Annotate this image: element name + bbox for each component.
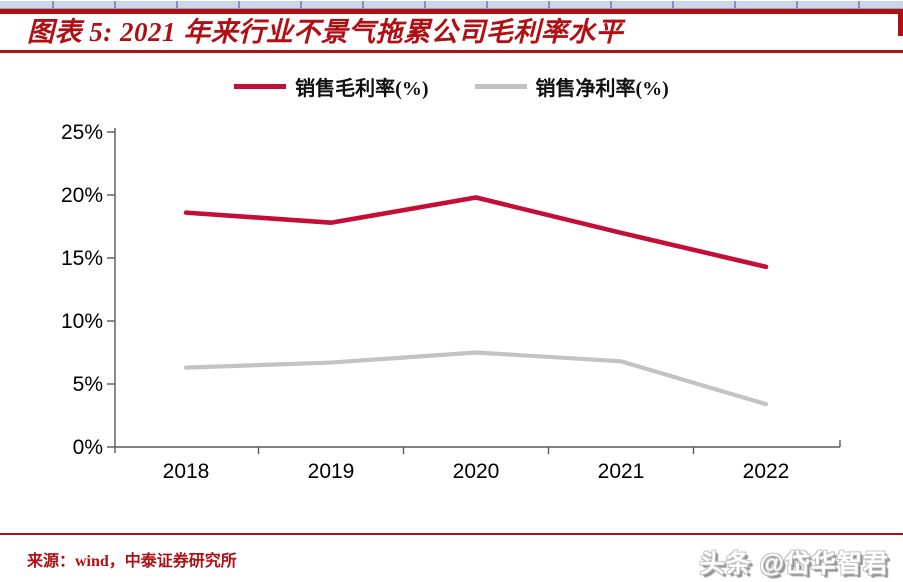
legend-label-net-margin: 销售净利率(%) — [535, 77, 669, 100]
source-note: 来源：wind，中泰证券研究所 — [27, 553, 237, 570]
x-tick-label: 2018 — [163, 460, 210, 483]
legend-item-net-margin: 销售净利率(%) — [474, 72, 669, 101]
x-tick-label: 2019 — [308, 460, 355, 483]
y-tick-label: 0% — [73, 436, 103, 459]
cropped-table-row-strip — [0, 1, 903, 9]
x-tick-label: 2021 — [598, 460, 645, 483]
y-tick-label: 20% — [61, 184, 103, 207]
legend-item-gross-margin: 销售毛利率(%) — [234, 72, 429, 101]
series-line-net-margin — [183, 350, 769, 407]
title-top-rule — [0, 9, 903, 14]
x-tick-label: 2022 — [743, 460, 790, 483]
watermark: 头条 @岱华智君 — [699, 550, 889, 578]
title-bottom-rule — [0, 50, 903, 53]
line-chart: 0% 5% 10% 15% 20% 25% 2018 2019 2020 2021 2022 — [61, 121, 841, 483]
y-tick-label: 15% — [61, 247, 103, 270]
figure-title: 图表 5: 2021 年来行业不景气拖累公司毛利率水平 — [27, 17, 624, 47]
legend-line-swatch-gray — [474, 83, 527, 89]
series-line-gross-margin — [183, 195, 769, 270]
legend-line-swatch-red — [234, 83, 287, 89]
y-tick-label: 5% — [73, 373, 103, 396]
legend-label-gross-margin: 销售毛利率(%) — [295, 77, 429, 100]
y-tick-label: 10% — [61, 310, 103, 333]
chart-legend: 销售毛利率(%) 销售净利率(%) — [0, 72, 903, 101]
y-tick-label: 25% — [61, 121, 103, 144]
footer-rule — [0, 533, 903, 535]
x-tick-label: 2020 — [453, 460, 500, 483]
table-right-border-fragment — [898, 9, 903, 36]
